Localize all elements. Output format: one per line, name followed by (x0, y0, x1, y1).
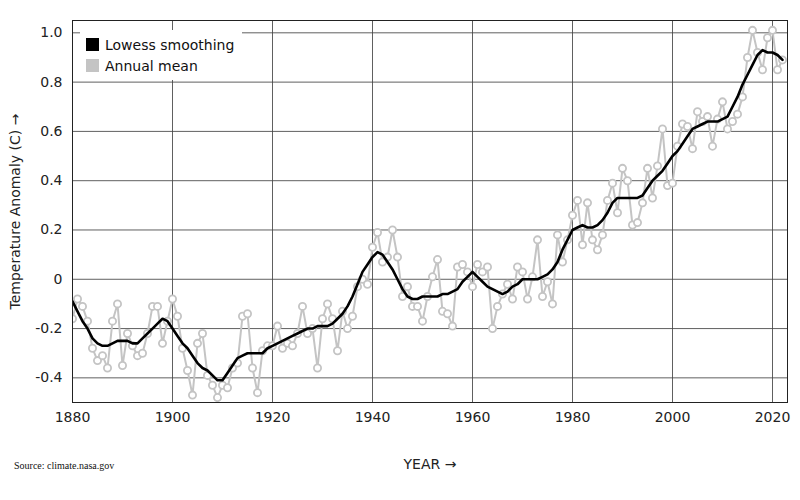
svg-text:1940: 1940 (355, 409, 391, 425)
svg-text:Temperature Anomaly (C) →: Temperature Anomaly (C) → (7, 113, 23, 310)
svg-text:0.4: 0.4 (40, 172, 62, 188)
svg-text:YEAR →: YEAR → (403, 456, 457, 472)
svg-text:1900: 1900 (155, 409, 191, 425)
svg-text:1980: 1980 (555, 409, 591, 425)
html-text:Annual mean: Annual mean (105, 57, 198, 74)
svg-text:1880: 1880 (55, 409, 91, 425)
svg-text:0: 0 (54, 271, 63, 287)
svg-text:2000: 2000 (655, 409, 691, 425)
svg-text:2020: 2020 (755, 409, 791, 425)
svg-text:1960: 1960 (455, 409, 491, 425)
html-text:Lowess smoothing: Lowess smoothing (105, 36, 235, 53)
html-text:Source: climate.nasa.gov: Source: climate.nasa.gov (14, 460, 115, 471)
svg-text:1.0: 1.0 (40, 24, 62, 40)
svg-text:1920: 1920 (255, 409, 291, 425)
svg-text:0.2: 0.2 (40, 221, 62, 237)
svg-text:-0.4: -0.4 (35, 369, 62, 385)
svg-text:0.8: 0.8 (40, 74, 62, 90)
svg-text:0.6: 0.6 (40, 123, 62, 139)
svg-text:-0.2: -0.2 (35, 320, 62, 336)
